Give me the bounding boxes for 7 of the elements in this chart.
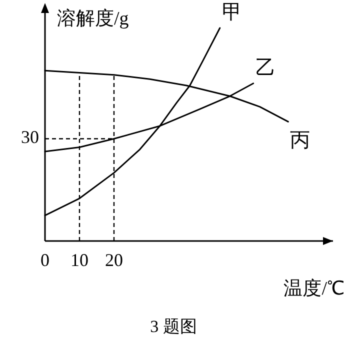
y-label: 溶解度/g <box>57 8 129 30</box>
x-tick: 10 <box>70 250 88 270</box>
x-tick: 0 <box>40 250 50 270</box>
annotation: 30 <box>21 126 39 147</box>
x-label: 温度/℃ <box>284 278 345 300</box>
annotation: 3 题图 <box>150 316 197 336</box>
x-tick: 20 <box>104 250 123 270</box>
